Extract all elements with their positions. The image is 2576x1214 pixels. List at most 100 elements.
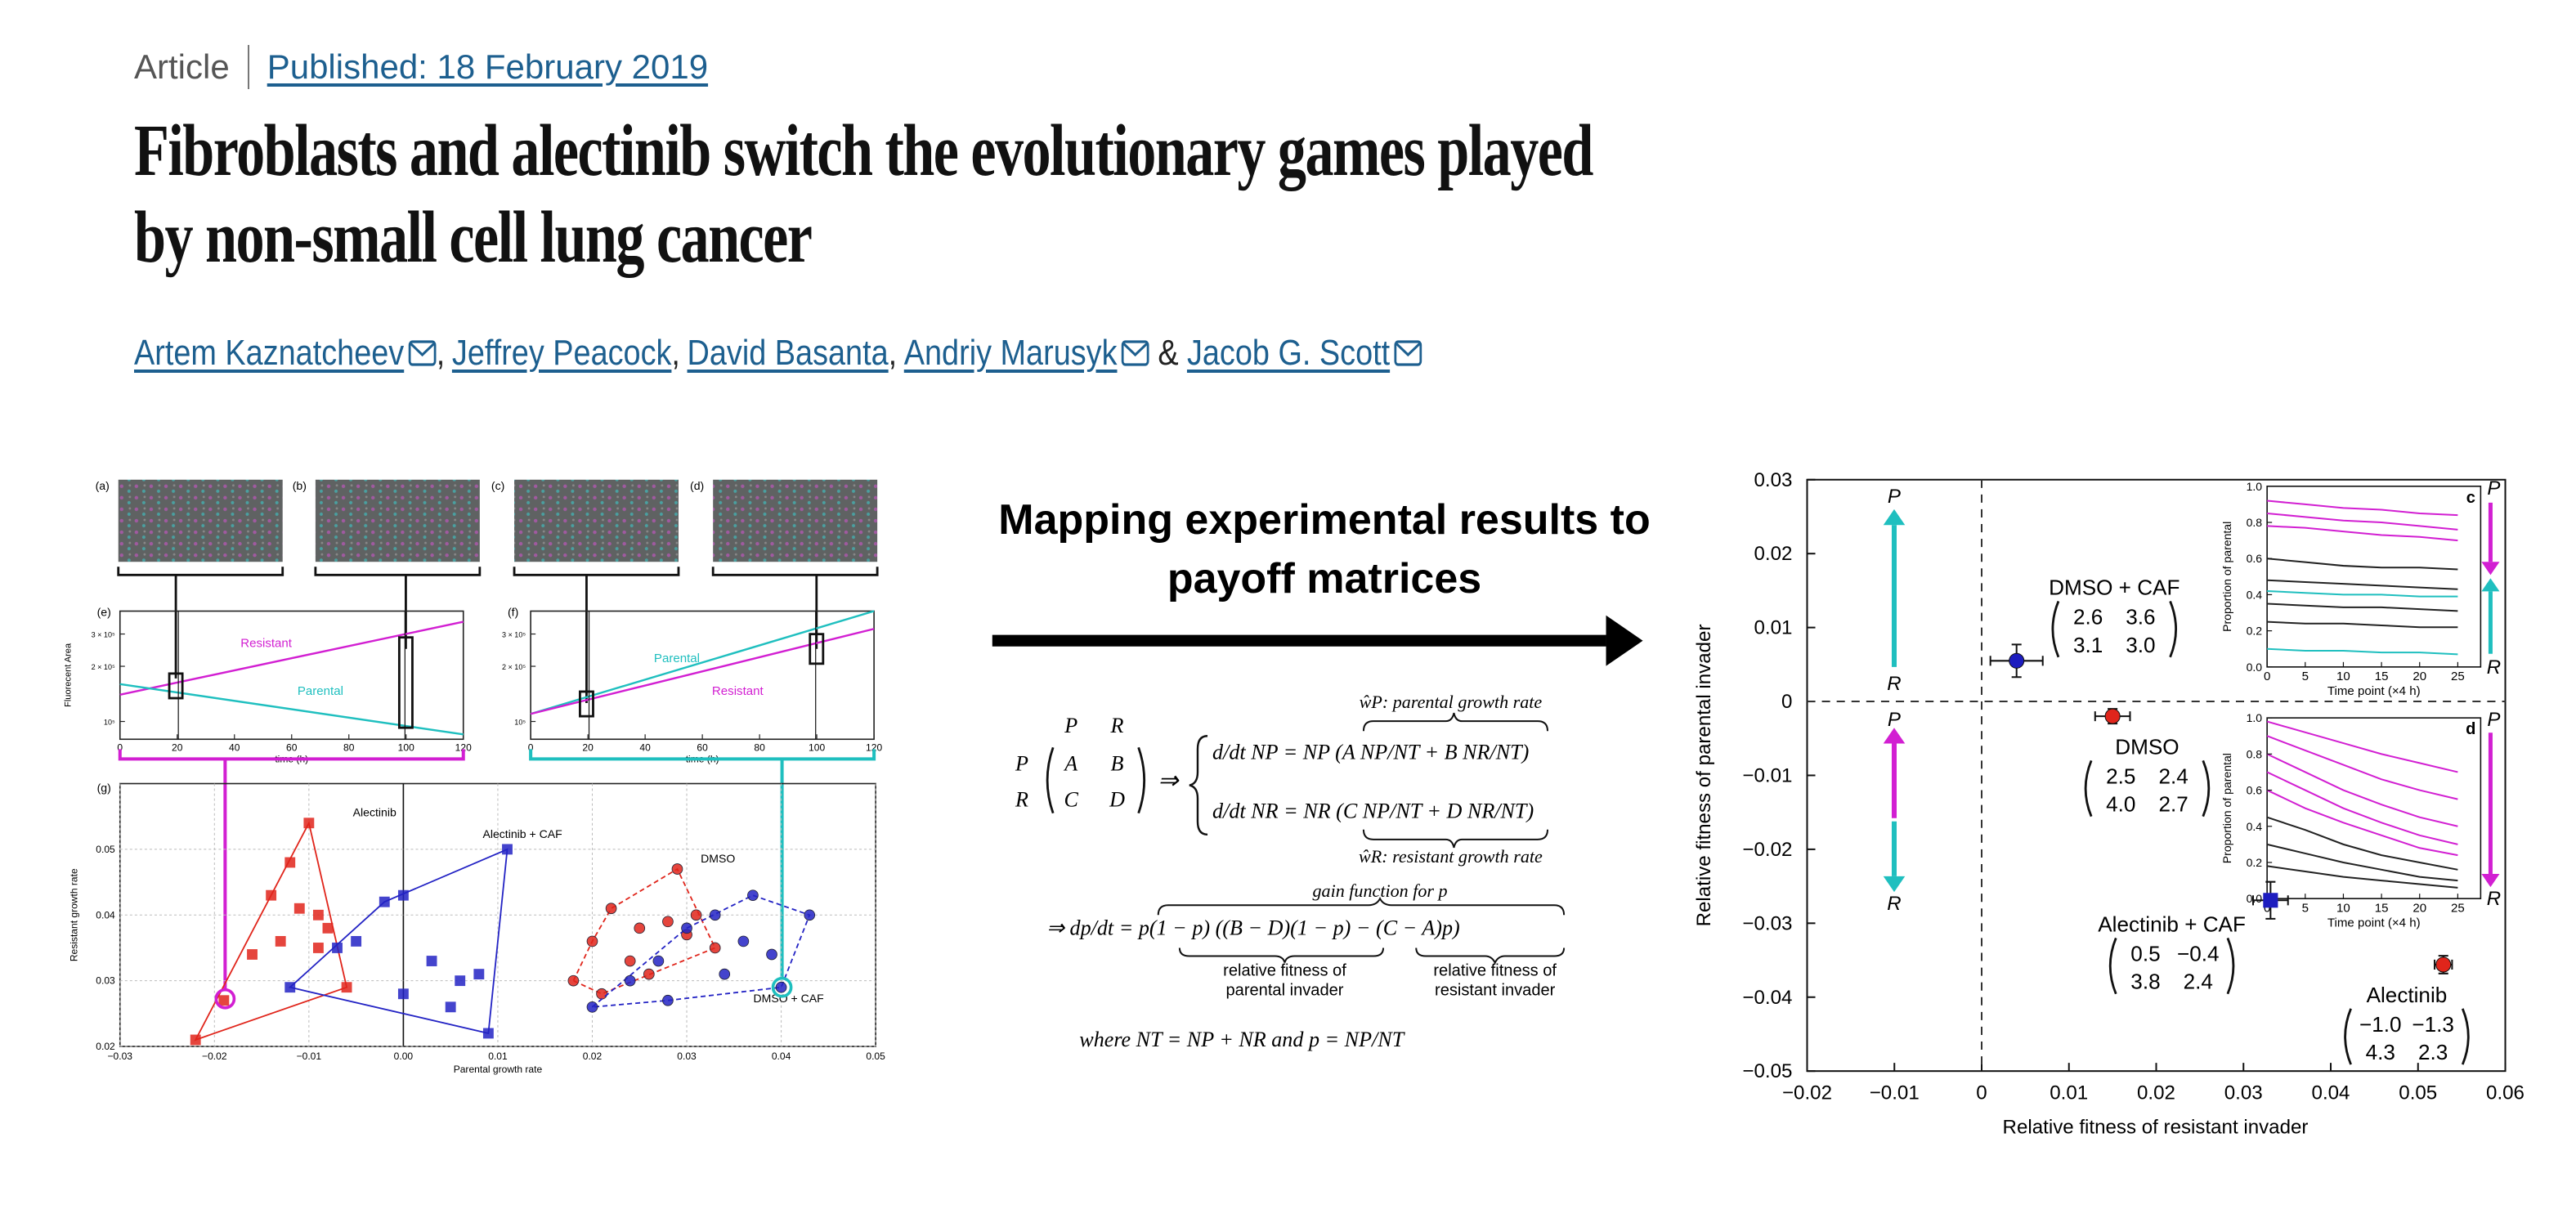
author-link[interactable]: Jeffrey Peacock	[451, 333, 672, 373]
x-axis-label: Parental growth rate	[454, 1064, 543, 1075]
author-link[interactable]: Artem Kaznatcheev	[134, 333, 405, 373]
arrow-head	[2481, 562, 2500, 576]
article-meta: Article Published: 18 February 2019	[134, 43, 708, 92]
point	[502, 844, 513, 855]
x-tick-label: −0.01	[1870, 1082, 1920, 1104]
inset-line	[2266, 843, 2458, 882]
matrix-entry: C	[1064, 788, 1079, 812]
point	[624, 955, 636, 967]
point	[652, 955, 665, 967]
inset-x-label: Time point (×4 h)	[2327, 916, 2421, 930]
point	[804, 909, 816, 921]
growth-rate-label: ŵP: parental growth rate	[1360, 692, 1543, 712]
panel-label: (b)	[293, 479, 307, 492]
point	[643, 968, 655, 980]
bracket	[117, 567, 284, 576]
point	[719, 968, 731, 980]
payoff-entry: 2.4	[2158, 764, 2188, 789]
inset-line	[2266, 720, 2458, 773]
point	[605, 903, 617, 915]
point	[275, 935, 286, 947]
x-tick-label: 0	[2264, 670, 2270, 683]
x-tick-label: 0.06	[2486, 1082, 2524, 1104]
point	[312, 909, 324, 921]
point	[397, 889, 409, 901]
y-tick-label: 0.8	[2247, 516, 2263, 529]
payoff-entry: 2.3	[2418, 1040, 2448, 1064]
point	[247, 949, 258, 960]
x-tick-label: 60	[286, 741, 298, 753]
y-axis-label: Fluorecent Area	[63, 643, 73, 707]
author-separator: ,	[888, 333, 898, 373]
point	[445, 1001, 456, 1013]
x-tick-label: 0.00	[394, 1050, 414, 1062]
arrow-head	[1883, 728, 1906, 744]
author-link[interactable]: Jacob G. Scott	[1186, 333, 1391, 373]
point	[747, 889, 759, 901]
point	[351, 935, 362, 947]
inset-label: d	[2466, 720, 2475, 738]
point	[190, 1034, 201, 1046]
email-icon[interactable]	[1394, 340, 1422, 366]
x-tick-label: 120	[866, 741, 882, 753]
payoff-entry: 4.3	[2366, 1040, 2395, 1064]
author-link[interactable]: David Basanta	[687, 333, 889, 373]
inset-line	[2266, 789, 2458, 857]
matrix-bracket	[2169, 600, 2177, 658]
mapping-caption: Mapping experimental results to payoff m…	[998, 496, 1651, 603]
group-label: DMSO + CAF	[753, 992, 824, 1005]
x-tick-label: 0.03	[677, 1050, 697, 1062]
payoff-entry: 3.8	[2130, 970, 2160, 994]
matrix-bracket	[2051, 600, 2060, 658]
matrix-bracket	[2084, 759, 2093, 818]
matrix-label: R	[1110, 714, 1124, 737]
matrix-label: P	[1015, 751, 1028, 775]
y-tick-label: 0.6	[2247, 552, 2263, 565]
inset-line	[2266, 735, 2458, 800]
underbrace	[1415, 947, 1566, 965]
inset-line	[2267, 647, 2458, 656]
author-link[interactable]: Andriy Marusyk	[903, 333, 1118, 373]
trend-line	[530, 628, 875, 715]
fitness-label: resistant invader	[1435, 982, 1556, 1000]
group-label: Alectinib	[353, 806, 396, 819]
y-tick-label: −0.02	[1742, 839, 1792, 861]
email-icon[interactable]	[408, 340, 437, 366]
y-tick-label: 0.01	[1754, 617, 1792, 639]
arrow	[992, 615, 1643, 666]
matrix-bracket	[1137, 746, 1146, 814]
inset-line	[2267, 865, 2458, 889]
author-list: Artem Kaznatcheev, Jeffrey Peacock, David …	[134, 333, 1422, 374]
arrow-head	[2481, 578, 2500, 592]
payoff-entry: 2.6	[2073, 605, 2103, 629]
x-tick-label: 80	[343, 741, 355, 753]
x-tick-label: 20	[582, 741, 594, 753]
y-tick-label: 2 × 10⁵	[502, 663, 526, 671]
arrow	[1883, 508, 1906, 667]
matrix-bracket	[1046, 746, 1055, 814]
inset-line	[2267, 603, 2458, 612]
x-tick-label: −0.03	[108, 1050, 133, 1062]
bracket	[711, 567, 879, 576]
point	[671, 863, 683, 875]
email-icon[interactable]	[1122, 340, 1149, 366]
strategy-label: R	[2487, 888, 2501, 910]
time-box	[579, 690, 594, 718]
y-tick-label: 0.6	[2247, 784, 2263, 797]
inset-line	[2267, 620, 2458, 629]
x-tick-label: 100	[398, 741, 414, 753]
y-tick-label: 0.04	[96, 909, 115, 921]
matrix-entry: A	[1063, 751, 1078, 775]
arrow	[2481, 732, 2500, 888]
x-tick-label: 40	[229, 741, 240, 753]
point	[766, 948, 777, 961]
inset-line	[2267, 590, 2458, 598]
payoff-entry: 4.0	[2106, 792, 2135, 817]
y-tick-label: 10⁵	[104, 719, 115, 727]
published-date-link[interactable]: Published: 18 February 2019	[267, 47, 709, 86]
article-header: Article Published: 18 February 2019 Fibr…	[134, 43, 1593, 373]
y-tick-label: 3 × 10⁵	[92, 631, 115, 639]
point	[426, 956, 437, 966]
point	[662, 916, 674, 928]
